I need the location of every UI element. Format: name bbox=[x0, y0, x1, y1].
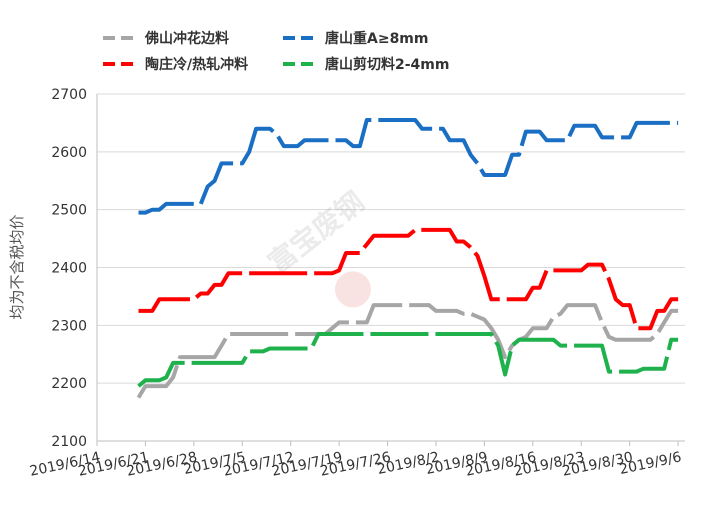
legend: 佛山冲花边料 唐山重A≥8mm 陶庄冷/热轧冲料 唐山剪切料2-4mm bbox=[103, 30, 449, 73]
legend-label-1: 陶庄冷/热轧冲料 bbox=[145, 56, 248, 73]
watermark: 富宝废钢 bbox=[262, 185, 371, 308]
y-tick-label: 2600 bbox=[51, 145, 87, 161]
y-tick-label: 2500 bbox=[51, 203, 87, 219]
legend-label-0: 佛山冲花边料 bbox=[144, 30, 229, 47]
legend-label-2: 唐山重A≥8mm bbox=[325, 30, 428, 47]
watermark-text: 富宝废钢 bbox=[262, 185, 371, 280]
y-tick-label: 2100 bbox=[51, 434, 87, 450]
series-line-3 bbox=[137, 332, 679, 388]
series-lines bbox=[136, 118, 679, 399]
y-tick-label: 2200 bbox=[51, 376, 87, 392]
series-line-0 bbox=[136, 303, 679, 399]
watermark-group: 富宝废钢 bbox=[262, 185, 371, 308]
y-axis-title: 均为不含税均价 bbox=[8, 214, 26, 319]
gridlines bbox=[97, 93, 685, 384]
y-tick-label: 2700 bbox=[51, 87, 87, 103]
y-tick-label: 2400 bbox=[51, 261, 87, 277]
series-line-1 bbox=[138, 227, 679, 331]
watermark-logo-icon bbox=[334, 271, 371, 308]
legend-label-3: 唐山剪切料2-4mm bbox=[325, 56, 449, 73]
y-tick-label: 2300 bbox=[51, 318, 87, 334]
series-line-2 bbox=[138, 118, 679, 215]
